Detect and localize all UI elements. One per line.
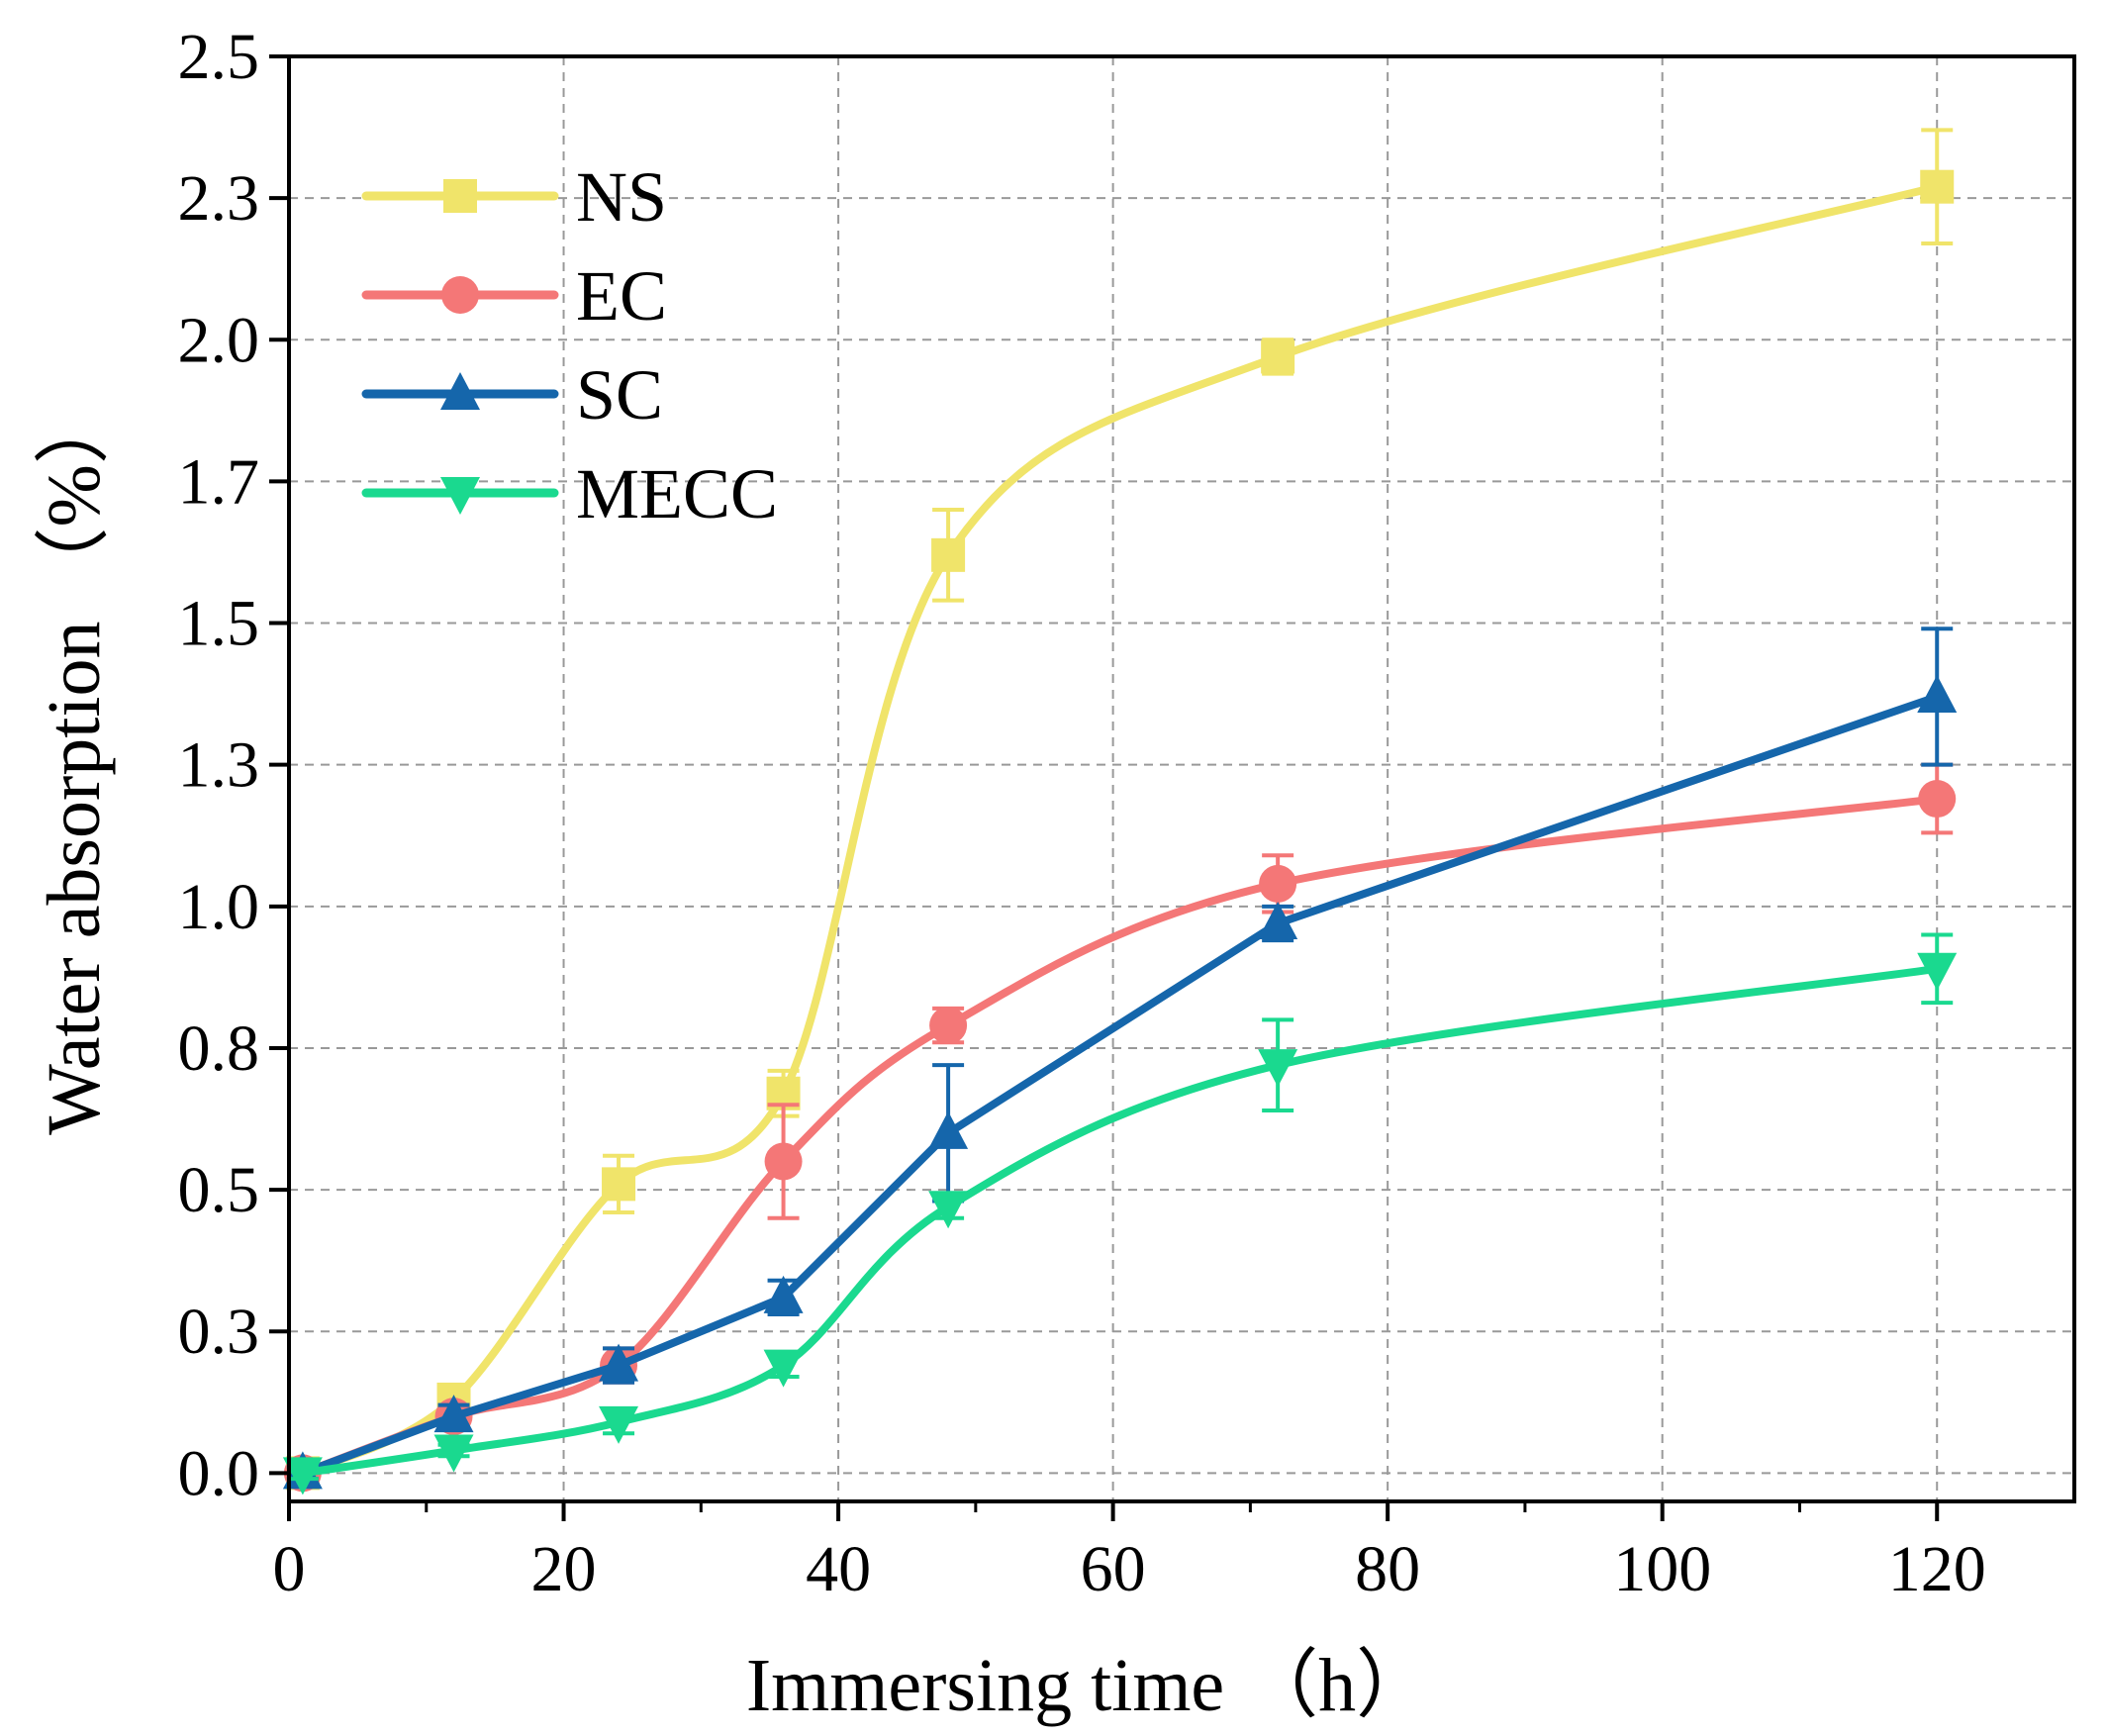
data-point-sc [433,1395,474,1433]
data-point-ns [1920,169,1955,204]
y-tick-label: 2.5 [178,21,260,93]
data-point-mecc [282,1457,323,1495]
data-point-ec [1259,864,1297,903]
series-line-mecc [302,964,1938,1478]
series-mecc [282,932,1958,1495]
legend-item-sc: SC [361,355,663,434]
x-axis-title: Immersing time （h） [746,1644,1431,1727]
data-point-mecc [599,1405,639,1444]
legend-item-ec: EC [361,256,667,336]
data-point-mecc [1258,1049,1298,1088]
series-ec [283,762,1957,1493]
data-point-ns [931,537,966,572]
series-sc [282,627,1958,1490]
data-point-sc [1917,674,1958,713]
legend-marker-ec [441,276,479,314]
series-line-ns [301,182,1939,1478]
legend-label-sc: SC [576,355,663,434]
data-point-sc [928,1110,969,1149]
y-axis-title: Water absorption （%） [33,389,116,1135]
y-tick-label: 1.0 [178,871,260,943]
y-tick-label: 1.7 [178,445,260,518]
x-tick-label: 60 [1081,1533,1146,1605]
legend-item-mecc: MECC [361,454,778,533]
data-point-ec [764,1142,803,1181]
data-point-ns [1261,339,1295,374]
legend: NS EC SC MECC [361,157,778,533]
legend-marker-mecc [440,477,480,515]
data-point-sc [599,1343,639,1382]
x-tick-label: 100 [1613,1533,1711,1605]
data-point-sc [1258,902,1298,939]
data-point-ec [929,1007,968,1045]
data-point-mecc [928,1191,969,1229]
x-tick-label: 40 [806,1533,871,1605]
axis-layer: 0 20 40 60 80 100 120 0.0 0.3 0.5 0.8 1.0 1.3 1.5 1.7 2… [178,21,2076,1605]
y-tick-label: 0.5 [178,1154,260,1226]
series-ns [285,128,1955,1491]
legend-label-ns: NS [576,157,667,237]
y-tick-label: 2.3 [178,162,260,235]
data-point-ec [1918,780,1957,819]
x-tick-label: 0 [273,1533,306,1605]
data-point-sc [763,1275,804,1313]
y-tick-label: 0.3 [178,1296,260,1368]
data-point-ns [602,1167,636,1202]
grid-layer [289,56,2074,1501]
y-tick-label: 1.3 [178,729,260,802]
y-tick-label: 2.0 [178,304,260,376]
legend-marker-ns [443,179,477,213]
data-point-mecc [1917,952,1958,991]
series-line-sc [301,693,1939,1478]
legend-label-ec: EC [576,256,667,336]
y-tick-label: 0.8 [178,1013,260,1085]
legend-label-mecc: MECC [576,454,778,533]
y-tick-label: 0.0 [178,1437,260,1509]
x-tick-label: 80 [1355,1533,1420,1605]
plot-frame [287,54,2076,1503]
legend-item-ns: NS [361,157,667,237]
series-line-ec [301,795,1938,1478]
data-point-mecc [763,1349,804,1388]
legend-marker-sc [440,372,480,410]
x-tick-label: 20 [531,1533,597,1605]
series-layer [282,128,1958,1495]
x-tick-label: 120 [1888,1533,1986,1605]
y-tick-label: 1.5 [178,588,260,660]
data-point-mecc [433,1434,474,1473]
